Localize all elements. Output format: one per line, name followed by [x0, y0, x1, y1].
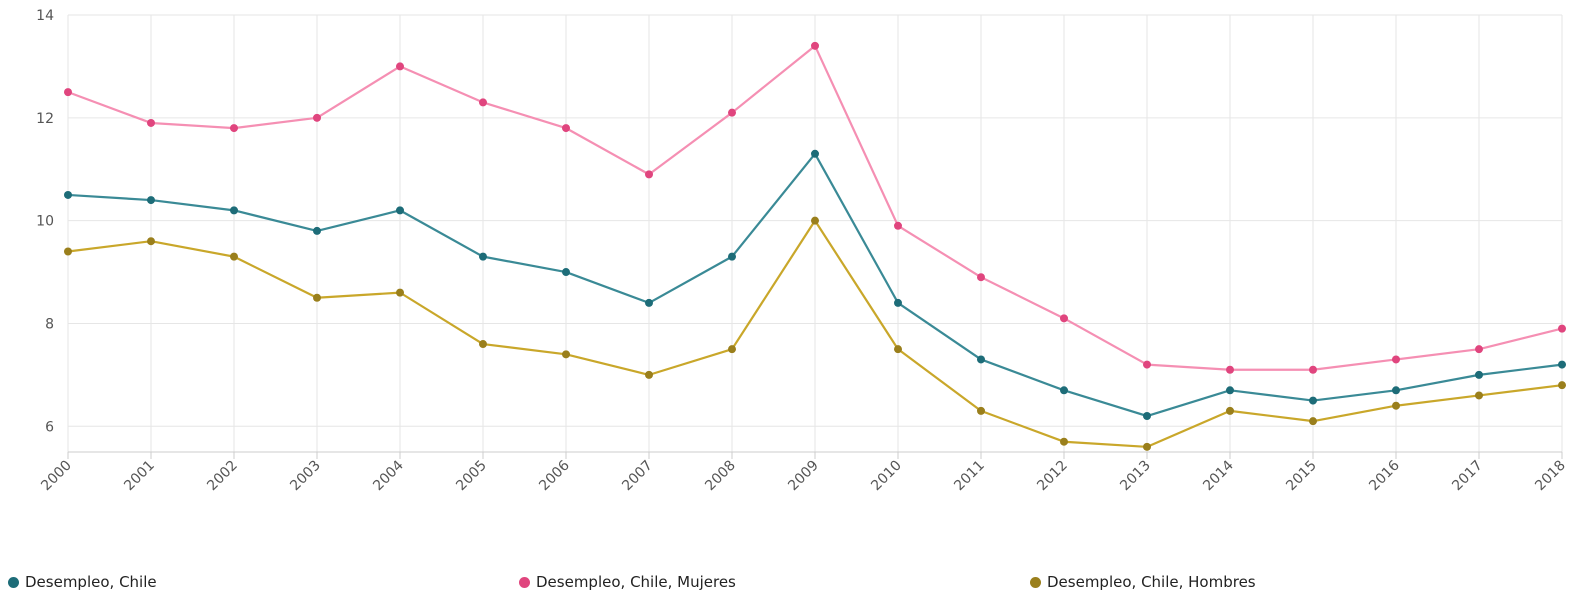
- data-point[interactable]: [1309, 417, 1317, 426]
- data-point[interactable]: [811, 41, 819, 50]
- x-tick-label: 2004: [370, 457, 407, 494]
- x-tick-label: 2018: [1532, 458, 1569, 495]
- series-0: [64, 149, 1566, 421]
- data-point[interactable]: [1226, 406, 1234, 415]
- y-tick-label: 10: [36, 214, 54, 230]
- data-point[interactable]: [728, 252, 736, 261]
- data-point[interactable]: [147, 196, 155, 205]
- data-point[interactable]: [894, 221, 902, 230]
- y-tick-label: 6: [45, 419, 54, 435]
- data-point[interactable]: [64, 247, 72, 256]
- series-layer: [64, 41, 1566, 451]
- data-point[interactable]: [313, 293, 321, 302]
- data-point[interactable]: [230, 252, 238, 261]
- data-point[interactable]: [147, 118, 155, 127]
- data-point[interactable]: [1558, 381, 1566, 390]
- data-point[interactable]: [1392, 401, 1400, 410]
- data-point[interactable]: [230, 206, 238, 215]
- x-tick-label: 2003: [287, 458, 324, 495]
- x-tick-label: 2008: [702, 458, 739, 495]
- data-point[interactable]: [479, 340, 487, 349]
- data-point[interactable]: [147, 237, 155, 246]
- data-point[interactable]: [1060, 386, 1068, 395]
- data-point[interactable]: [396, 206, 404, 215]
- data-point[interactable]: [562, 124, 570, 133]
- data-point[interactable]: [1475, 391, 1483, 400]
- data-point[interactable]: [811, 216, 819, 225]
- grid: [67, 14, 1563, 452]
- series-1: [64, 41, 1566, 374]
- data-point[interactable]: [1226, 365, 1234, 374]
- data-point[interactable]: [977, 406, 985, 415]
- data-point[interactable]: [1060, 314, 1068, 323]
- x-tick-label: 2009: [785, 458, 822, 495]
- series-2: [64, 216, 1566, 451]
- legend-label: Desempleo, Chile: [25, 573, 157, 591]
- data-point[interactable]: [1143, 442, 1151, 451]
- data-point[interactable]: [1309, 365, 1317, 374]
- data-point[interactable]: [64, 190, 72, 199]
- data-point[interactable]: [1392, 386, 1400, 395]
- data-point[interactable]: [645, 170, 653, 179]
- x-tick-label: 2016: [1366, 457, 1403, 494]
- x-tick-label: 2011: [951, 458, 988, 495]
- data-point[interactable]: [479, 252, 487, 261]
- x-tick-label: 2017: [1449, 458, 1486, 495]
- x-tick-label: 2015: [1283, 458, 1320, 495]
- data-point[interactable]: [230, 124, 238, 133]
- data-point[interactable]: [396, 288, 404, 297]
- legend-item-desempleo-chile-hombres[interactable]: Desempleo, Chile, Hombres: [1030, 573, 1256, 591]
- axes: 6 8 10 12 14 2000 2001 2002 2003 2004 2005 2006 2007…: [36, 8, 1569, 494]
- y-tick-label: 14: [36, 8, 54, 24]
- data-point[interactable]: [1558, 360, 1566, 369]
- x-tick-label: 2012: [1034, 458, 1071, 495]
- data-point[interactable]: [64, 88, 72, 97]
- legend-label: Desempleo, Chile, Hombres: [1047, 573, 1256, 591]
- data-point[interactable]: [977, 273, 985, 282]
- x-tick-label: 2000: [38, 458, 75, 495]
- legend-marker-icon: [8, 576, 19, 588]
- data-point[interactable]: [313, 113, 321, 122]
- x-tick-label: 2010: [868, 458, 905, 495]
- data-point[interactable]: [1143, 360, 1151, 369]
- data-point[interactable]: [396, 62, 404, 71]
- x-tick-label: 2005: [453, 458, 490, 495]
- data-point[interactable]: [645, 298, 653, 307]
- data-point[interactable]: [728, 108, 736, 117]
- legend-item-desempleo-chile-mujeres[interactable]: Desempleo, Chile, Mujeres: [519, 573, 736, 591]
- data-point[interactable]: [1392, 355, 1400, 364]
- data-point[interactable]: [313, 226, 321, 235]
- data-point[interactable]: [728, 345, 736, 354]
- data-point[interactable]: [811, 149, 819, 158]
- x-tick-label: 2001: [121, 458, 158, 495]
- x-tick-label: 2014: [1200, 457, 1237, 494]
- legend-marker-icon: [519, 576, 530, 588]
- data-point[interactable]: [562, 268, 570, 277]
- y-tick-label: 8: [45, 316, 54, 332]
- x-tick-label: 2006: [536, 457, 573, 494]
- x-tick-label: 2002: [204, 458, 241, 495]
- data-point[interactable]: [1143, 412, 1151, 421]
- data-point[interactable]: [1060, 437, 1068, 446]
- data-point[interactable]: [1309, 396, 1317, 405]
- data-point[interactable]: [479, 98, 487, 107]
- data-point[interactable]: [894, 345, 902, 354]
- y-tick-label: 12: [36, 111, 54, 127]
- legend-label: Desempleo, Chile, Mujeres: [536, 573, 736, 591]
- data-point[interactable]: [645, 370, 653, 379]
- data-point[interactable]: [562, 350, 570, 359]
- x-tick-label: 2013: [1117, 458, 1154, 495]
- legend-item-desempleo-chile[interactable]: Desempleo, Chile: [8, 573, 157, 591]
- data-point[interactable]: [1558, 324, 1566, 333]
- legend-marker-icon: [1030, 576, 1041, 588]
- x-tick-label: 2007: [619, 458, 656, 495]
- data-point[interactable]: [1226, 386, 1234, 395]
- data-point[interactable]: [977, 355, 985, 364]
- data-point[interactable]: [1475, 345, 1483, 354]
- data-point[interactable]: [894, 298, 902, 307]
- data-point[interactable]: [1475, 370, 1483, 379]
